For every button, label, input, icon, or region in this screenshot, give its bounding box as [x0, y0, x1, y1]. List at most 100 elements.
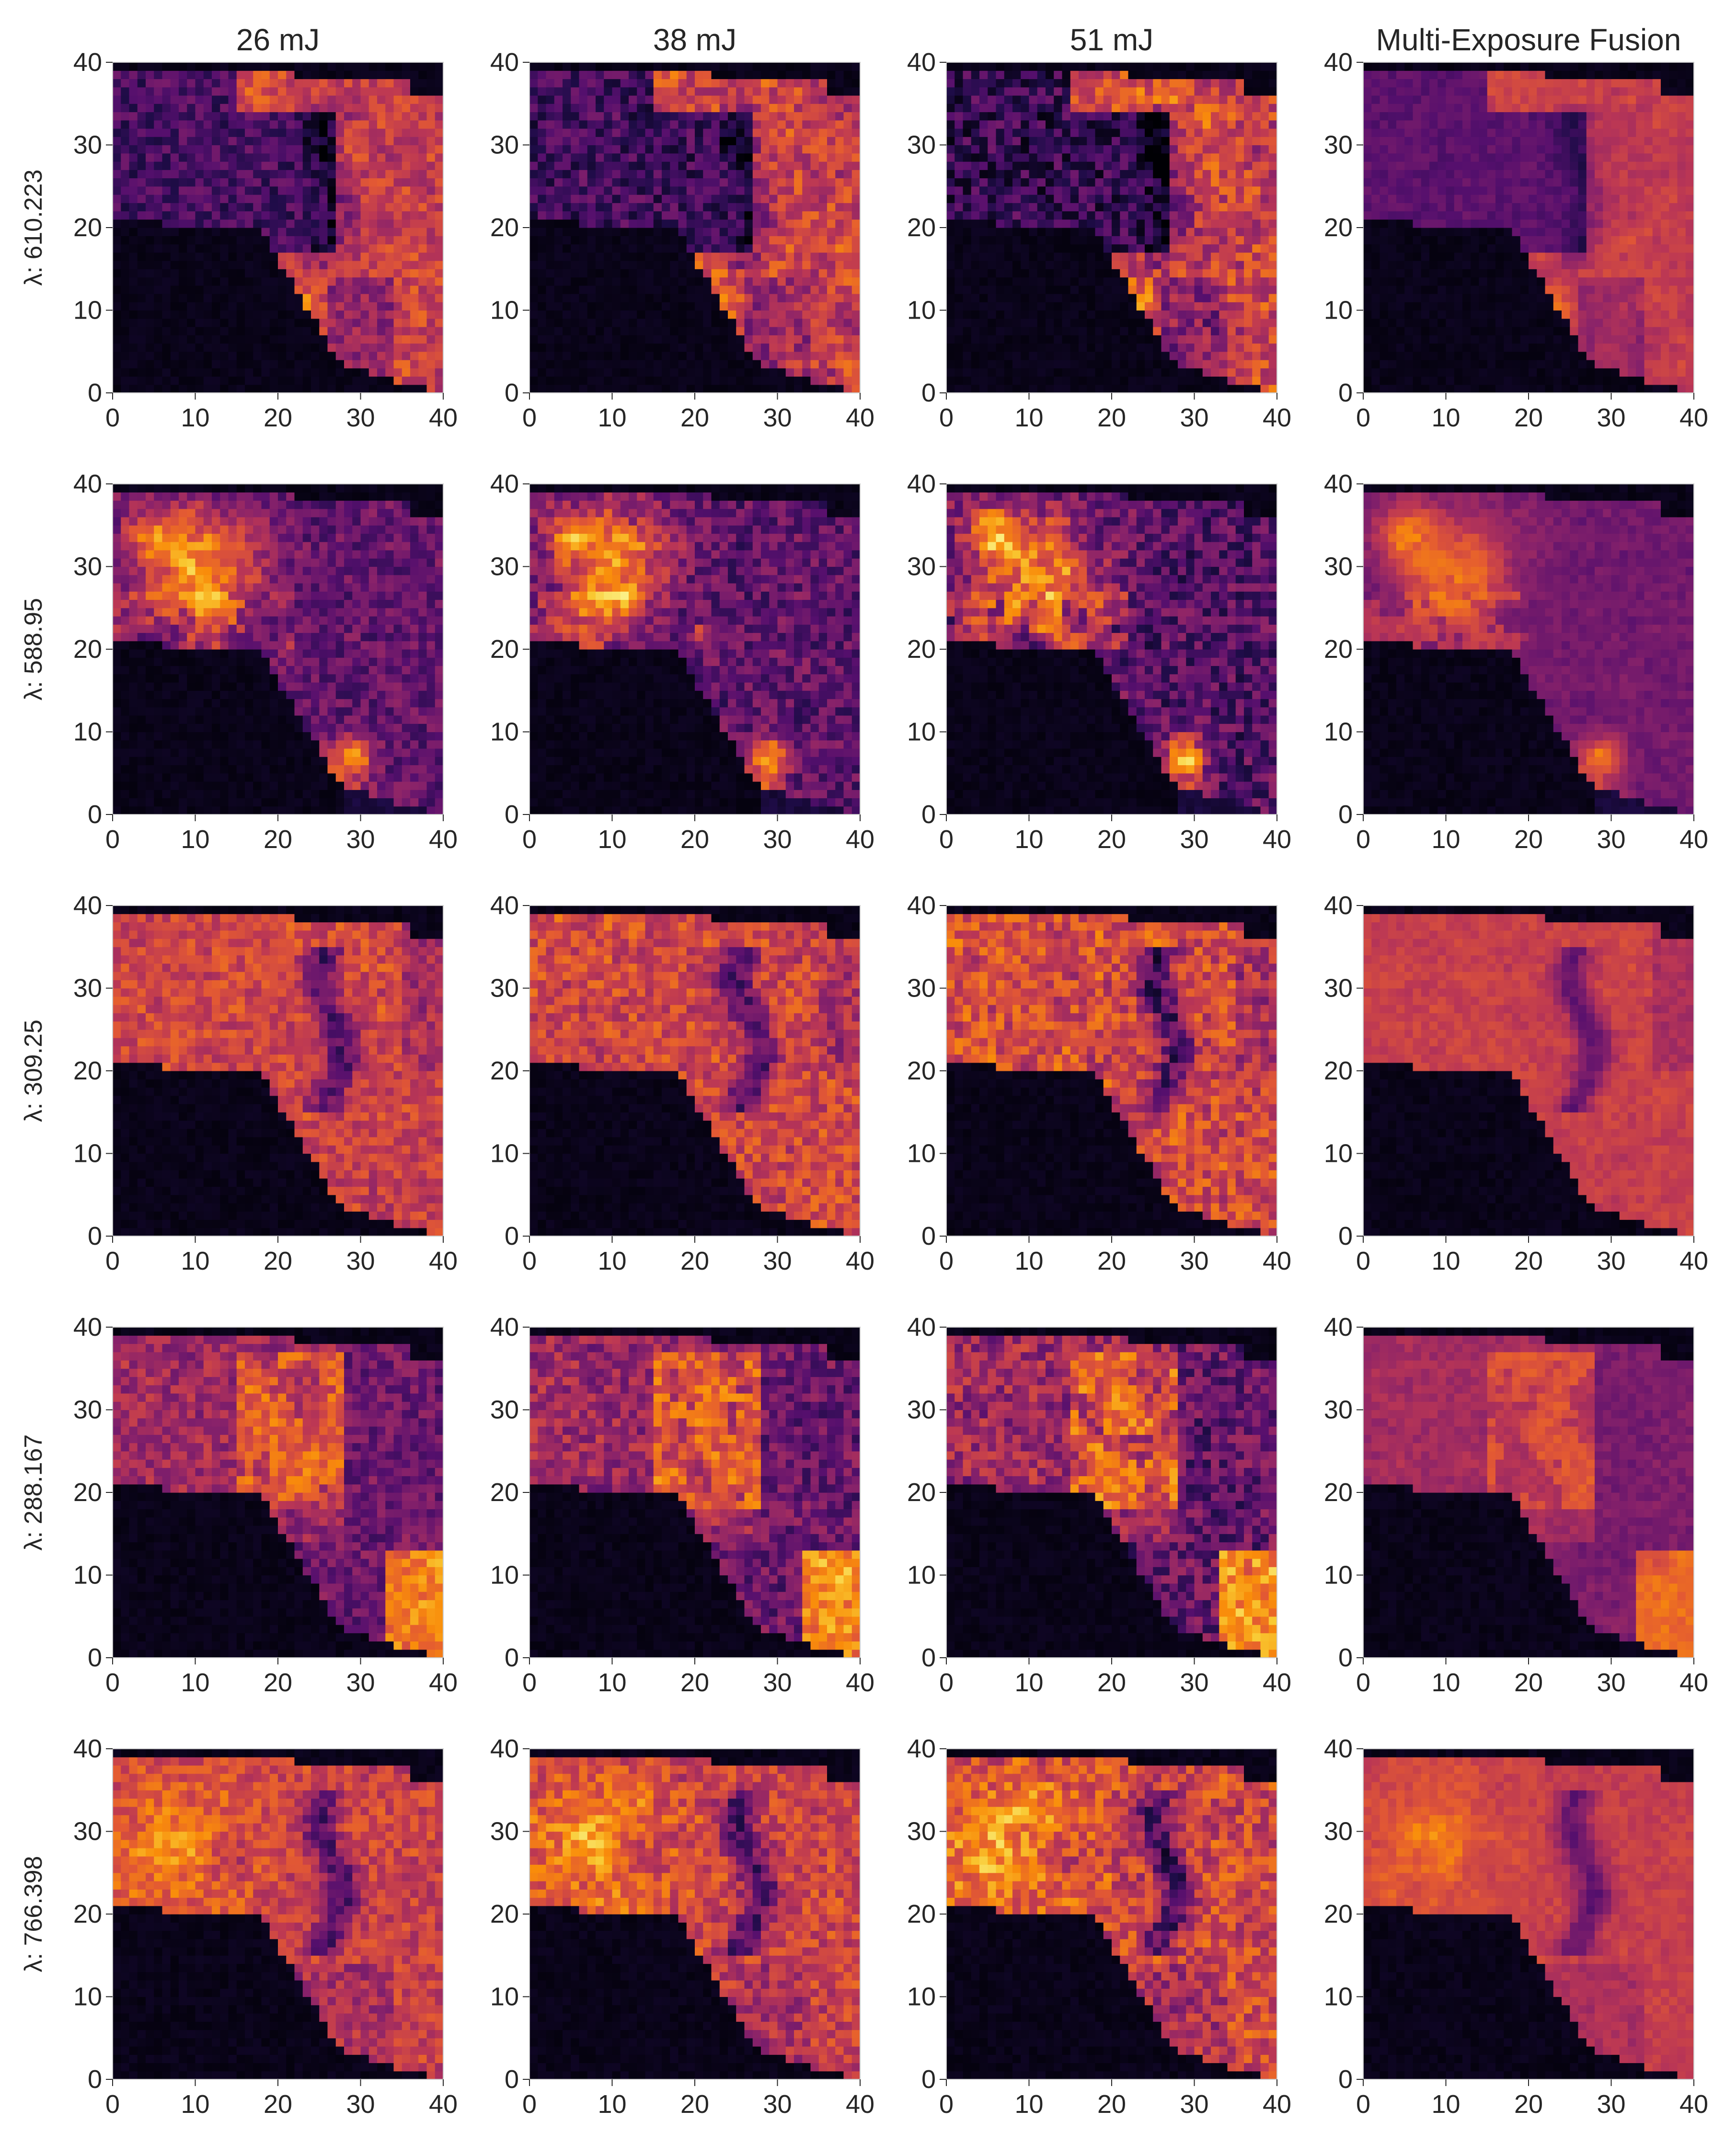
- heatmap-cell: [1046, 377, 1054, 385]
- heatmap-cell: [712, 145, 720, 154]
- heatmap-cell: [1219, 327, 1228, 335]
- heatmap-cell: [1145, 95, 1153, 104]
- heatmap-cell: [171, 103, 179, 112]
- y-tick-label: 10: [73, 296, 102, 325]
- heatmap-cell: [220, 79, 229, 88]
- heatmap-cell: [1195, 310, 1203, 319]
- heatmap-cell: [621, 286, 629, 294]
- heatmap-cell: [1236, 203, 1244, 211]
- heatmap-cell: [1112, 360, 1120, 368]
- heatmap-cell: [113, 70, 121, 79]
- heatmap-cell: [162, 62, 171, 71]
- heatmap-cell: [654, 310, 662, 319]
- heatmap-cell: [171, 385, 179, 393]
- heatmap-cell: [138, 195, 146, 203]
- heatmap-cell: [179, 170, 187, 178]
- heatmap-cell: [1128, 103, 1137, 112]
- heatmap-cell: [352, 327, 361, 335]
- heatmap-cell: [1004, 145, 1013, 154]
- heatmap-cell: [435, 228, 444, 236]
- heatmap-cell: [769, 219, 778, 228]
- heatmap-cell: [196, 203, 204, 211]
- heatmap-cell: [245, 112, 253, 121]
- heatmap-cell: [146, 352, 154, 360]
- heatmap-cell: [220, 244, 229, 253]
- heatmap-cell: [946, 252, 955, 261]
- heatmap-cell: [253, 385, 262, 393]
- heatmap-cell: [819, 277, 828, 286]
- heatmap-cell: [179, 219, 187, 228]
- heatmap-cell: [344, 302, 353, 310]
- heatmap-cell: [678, 103, 687, 112]
- heatmap-cell: [1021, 161, 1029, 170]
- heatmap-cell: [1162, 203, 1170, 211]
- heatmap-cell: [319, 236, 328, 244]
- heatmap-cell: [662, 79, 670, 88]
- heatmap-cell: [827, 228, 836, 236]
- heatmap-cell: [435, 236, 444, 244]
- heatmap-cell: [1120, 269, 1128, 277]
- heatmap-cell: [394, 145, 402, 154]
- heatmap-cell: [835, 368, 844, 377]
- heatmap-cell: [171, 137, 179, 145]
- heatmap-cell: [1211, 360, 1219, 368]
- heatmap-cell: [645, 310, 654, 319]
- heatmap-cell: [212, 244, 220, 253]
- heatmap-cell: [629, 385, 637, 393]
- heatmap-cell: [687, 186, 695, 195]
- heatmap-cell: [612, 95, 621, 104]
- heatmap-cell: [1211, 211, 1219, 220]
- heatmap-cell: [712, 103, 720, 112]
- heatmap-cell: [844, 252, 852, 261]
- heatmap-cell: [662, 302, 670, 310]
- heatmap-cell: [196, 178, 204, 187]
- heatmap-cell: [1037, 161, 1046, 170]
- heatmap-cell: [1252, 103, 1261, 112]
- heatmap-cell: [1054, 302, 1062, 310]
- heatmap-cell: [778, 79, 786, 88]
- heatmap-cell: [1062, 344, 1071, 352]
- heatmap-cell: [963, 128, 972, 137]
- heatmap-cell: [827, 261, 836, 269]
- heatmap-cell: [410, 161, 419, 170]
- heatmap-cell: [1037, 261, 1046, 269]
- heatmap-cell: [996, 327, 1005, 335]
- heatmap-cell: [802, 302, 811, 310]
- heatmap-cell: [1162, 385, 1170, 393]
- heatmap-cell: [361, 219, 369, 228]
- heatmap-cell: [171, 203, 179, 211]
- heatmap-cell: [138, 368, 146, 377]
- heatmap-cell: [196, 310, 204, 319]
- heatmap-cell: [695, 112, 703, 121]
- heatmap-cell: [1021, 335, 1029, 344]
- heatmap-cell: [237, 327, 245, 335]
- heatmap-cell: [1004, 87, 1013, 96]
- heatmap-cell: [563, 302, 571, 310]
- heatmap-cell: [769, 145, 778, 154]
- heatmap-cell: [637, 261, 645, 269]
- heatmap-cell: [278, 377, 287, 385]
- heatmap-cell: [654, 352, 662, 360]
- heatmap-cell: [753, 219, 761, 228]
- heatmap-cell: [1087, 327, 1095, 335]
- heatmap-cell: [212, 294, 220, 302]
- heatmap-cell: [394, 120, 402, 129]
- heatmap-cell: [1269, 79, 1277, 88]
- heatmap-cell: [703, 137, 712, 145]
- heatmap-cell: [703, 352, 712, 360]
- heatmap-cell: [979, 95, 988, 104]
- heatmap-cell: [604, 112, 612, 121]
- heatmap-cell: [179, 112, 187, 121]
- heatmap-cell: [996, 120, 1005, 129]
- heatmap-cell: [1269, 310, 1277, 319]
- heatmap-cell: [286, 103, 295, 112]
- heatmap-cell: [1037, 186, 1046, 195]
- heatmap-cell: [319, 319, 328, 327]
- heatmap-cell: [162, 145, 171, 154]
- heatmap-cell: [394, 219, 402, 228]
- heatmap-cell: [336, 310, 345, 319]
- heatmap-cell: [1252, 252, 1261, 261]
- heatmap-cell: [761, 145, 770, 154]
- heatmap-cell: [971, 145, 980, 154]
- heatmap-cell: [410, 87, 419, 96]
